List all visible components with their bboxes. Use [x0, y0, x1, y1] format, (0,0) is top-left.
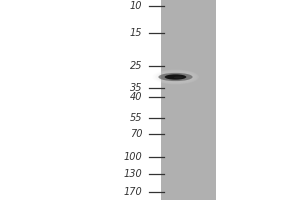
Ellipse shape [164, 73, 188, 81]
Ellipse shape [155, 70, 196, 84]
Text: 40: 40 [130, 92, 142, 102]
Text: 170: 170 [124, 187, 142, 197]
Text: 25: 25 [130, 61, 142, 71]
Text: 70: 70 [130, 129, 142, 139]
Ellipse shape [152, 70, 199, 84]
Ellipse shape [159, 72, 192, 82]
Text: 130: 130 [124, 169, 142, 179]
Ellipse shape [161, 72, 190, 82]
Text: 10: 10 [130, 1, 142, 11]
Bar [160, 0, 216, 200]
Text: 15: 15 [130, 28, 142, 38]
Text: 35: 35 [130, 83, 142, 93]
Text: 55: 55 [130, 113, 142, 123]
Ellipse shape [154, 70, 197, 84]
Ellipse shape [165, 74, 186, 80]
Text: 100: 100 [124, 152, 142, 162]
Ellipse shape [158, 73, 193, 81]
Ellipse shape [158, 71, 193, 83]
Ellipse shape [162, 73, 189, 81]
Ellipse shape [165, 74, 186, 80]
Ellipse shape [156, 71, 195, 83]
Ellipse shape [174, 76, 183, 79]
